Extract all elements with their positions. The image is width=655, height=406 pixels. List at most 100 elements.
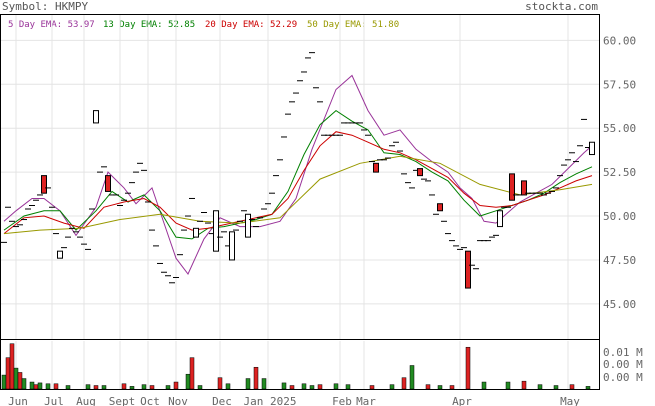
volume-bar bbox=[13, 367, 19, 390]
candle bbox=[497, 210, 503, 228]
volume-bar bbox=[369, 385, 375, 390]
volume-bar bbox=[101, 385, 107, 390]
volume-bar bbox=[437, 385, 443, 390]
candle bbox=[465, 250, 471, 289]
volume-bar bbox=[1, 374, 7, 390]
price-tick-label: 57.50 bbox=[603, 78, 636, 91]
volume-panel-frame bbox=[0, 339, 600, 390]
volume-bar bbox=[333, 383, 339, 390]
volume-bar bbox=[225, 383, 231, 390]
volume-bar bbox=[449, 385, 455, 390]
price-tick-label: 50.00 bbox=[603, 210, 636, 223]
volume-bar bbox=[289, 385, 295, 390]
legend: 5 Day EMA: 53.97 13 Day EMA: 52.85 20 Da… bbox=[8, 20, 399, 30]
volume-bar bbox=[29, 381, 35, 390]
legend-ema20: 20 Day EMA: 52.29 bbox=[205, 20, 297, 30]
candle bbox=[93, 110, 99, 124]
candle bbox=[213, 210, 219, 252]
date-tick-label: Oct bbox=[140, 395, 160, 406]
volume-bar bbox=[189, 357, 195, 390]
volume-bar bbox=[569, 384, 575, 390]
candle bbox=[373, 162, 379, 173]
price-tick-label: 55.00 bbox=[603, 122, 636, 135]
date-tick-label: Mar bbox=[356, 395, 376, 406]
volume-bar bbox=[141, 384, 147, 390]
volume-tick-label: 0.01 M bbox=[603, 346, 643, 359]
volume-bar bbox=[553, 385, 559, 390]
volume-bar bbox=[185, 373, 191, 390]
volume-bar bbox=[425, 384, 431, 390]
date-tick-label: Dec bbox=[212, 395, 232, 406]
price-tick-label: 45.00 bbox=[603, 298, 636, 311]
ema-line bbox=[3, 109, 593, 240]
volume-bar bbox=[465, 346, 471, 390]
volume-bar bbox=[197, 385, 203, 390]
date-tick-label: Jun bbox=[8, 395, 28, 406]
price-tick-label: 60.00 bbox=[603, 34, 636, 47]
date-tick-label: Jul bbox=[44, 395, 64, 406]
date-tick-label: Apr bbox=[452, 395, 472, 406]
candle bbox=[509, 173, 515, 201]
candle bbox=[193, 227, 199, 238]
date-tick-label: Sept bbox=[109, 395, 136, 406]
volume-bar bbox=[261, 378, 267, 390]
volume-tick-label: 0.00 M bbox=[603, 358, 643, 371]
volume-bar bbox=[165, 385, 171, 390]
candle bbox=[245, 213, 251, 238]
volume-bar bbox=[253, 366, 259, 390]
volume-bar bbox=[93, 385, 99, 390]
volume-bar bbox=[5, 357, 11, 390]
candle bbox=[57, 250, 63, 259]
volume-bar bbox=[53, 383, 59, 390]
ema-line bbox=[3, 155, 593, 235]
volume-axis: 0.01 M0.00 M0.00 M bbox=[603, 346, 643, 384]
date-tick-label: Jan 2025 bbox=[244, 395, 297, 406]
volume-bar bbox=[121, 383, 127, 390]
volume-tick-label: 0.00 M bbox=[603, 371, 643, 384]
date-tick-label: Aug bbox=[76, 395, 96, 406]
volume-bar bbox=[389, 384, 395, 390]
volume-bar bbox=[21, 378, 27, 390]
volume-bar bbox=[33, 384, 39, 390]
volume-bar bbox=[317, 384, 323, 390]
volume-bar bbox=[521, 380, 527, 390]
volume-bar bbox=[409, 365, 415, 390]
legend-ema50: 50 Day EMA: 51.80 bbox=[307, 20, 399, 30]
legend-ema13: 13 Day EMA: 52.85 bbox=[103, 20, 195, 30]
legend-ema5: 5 Day EMA: 53.97 bbox=[8, 20, 95, 30]
symbol-label: Symbol: HKMPY bbox=[2, 0, 88, 13]
volume-bar bbox=[85, 384, 91, 390]
candle bbox=[417, 168, 423, 177]
date-tick-label: Feb bbox=[332, 395, 352, 406]
volume-bar bbox=[301, 383, 307, 390]
volume-bar bbox=[481, 381, 487, 390]
date-axis: Jun Jul Aug Sept Oct Nov Dec Jan 2025 Feb Mar Apr M… bbox=[8, 395, 580, 406]
volume-bar bbox=[505, 381, 511, 390]
volume-bar bbox=[345, 384, 351, 390]
volume-bar bbox=[149, 385, 155, 390]
volume-grid bbox=[15, 341, 569, 389]
volume-bar bbox=[45, 383, 51, 390]
candle bbox=[521, 180, 527, 196]
volume-bar bbox=[309, 385, 315, 390]
price-tick-label: 52.50 bbox=[603, 166, 636, 179]
candle bbox=[437, 203, 443, 212]
volume-bar bbox=[585, 386, 591, 390]
candles bbox=[1, 52, 595, 289]
price-tick-label: 47.50 bbox=[603, 254, 636, 267]
date-tick-label: Nov bbox=[168, 395, 188, 406]
candle bbox=[229, 231, 235, 261]
candle bbox=[589, 141, 595, 156]
site-label: stockta.com bbox=[525, 0, 598, 13]
ema-line bbox=[3, 131, 593, 234]
volume-bar bbox=[537, 384, 543, 390]
volume-bar bbox=[217, 377, 223, 390]
date-tick-label: May bbox=[560, 395, 580, 406]
volume-bar bbox=[245, 378, 251, 390]
volume-bars bbox=[1, 343, 591, 390]
volume-bar bbox=[173, 381, 179, 390]
candle bbox=[41, 175, 47, 194]
candle bbox=[105, 175, 111, 192]
price-grid bbox=[1, 15, 599, 339]
